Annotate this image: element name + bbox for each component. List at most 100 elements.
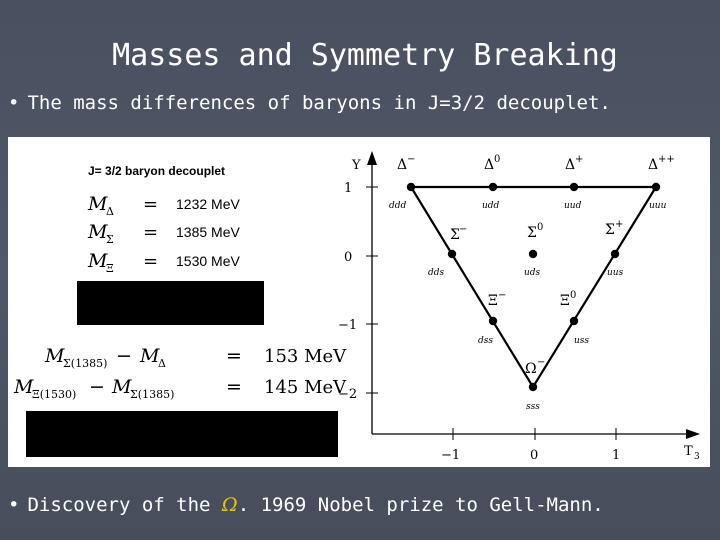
mass-row-xi: M Ξ = 1530 MeV	[87, 250, 240, 275]
quark-content: uuu	[649, 201, 667, 211]
bullet-omega-discovery: • Discovery of the Ω. 1969 Nobel prize to…	[8, 494, 604, 516]
particle-label-xi-minus: Ξ −	[488, 290, 506, 309]
particle-node-sigma-minus	[447, 249, 457, 259]
svg-text:Σ: Σ	[605, 222, 615, 238]
particle-node-delta-minus	[406, 182, 416, 192]
particle-label-delta-zero: Δ 0	[484, 154, 500, 173]
omega-symbol: Ω	[221, 494, 238, 516]
mass-value: 1530 MeV	[176, 253, 240, 269]
y-axis-label: Y	[351, 158, 361, 173]
svg-text:0: 0	[494, 154, 500, 165]
particle-label-delta-minus: Δ −	[397, 154, 415, 173]
svg-text:+: +	[575, 154, 583, 165]
t3-axis-subscript: 3	[694, 452, 700, 462]
redaction-box-lower	[26, 411, 338, 457]
diff-equals: =	[226, 345, 242, 367]
bullet-glyph: •	[8, 494, 20, 516]
diff-symbol-a: M	[13, 376, 34, 398]
svg-text:Σ: Σ	[450, 227, 460, 243]
t3-axis-label: T	[684, 444, 693, 459]
t3-axis-arrow	[686, 429, 700, 439]
svg-text:Δ: Δ	[484, 157, 494, 173]
mass-symbol: M	[87, 250, 108, 272]
mass-symbol: M	[87, 193, 108, 215]
y-tick-label: −1	[338, 318, 357, 333]
bullet-text-after: . 1969 Nobel prize to Gell-Mann.	[237, 494, 604, 516]
quark-content: uud	[564, 201, 582, 211]
svg-text:−: −	[498, 290, 506, 301]
quark-content: uus	[607, 268, 624, 278]
diff-minus: −	[89, 376, 105, 398]
particle-label-sigma-zero: Σ 0	[527, 222, 543, 241]
svg-text:Ξ: Ξ	[488, 293, 498, 309]
particle-node-sigma-plus	[610, 249, 620, 259]
svg-text:Δ: Δ	[648, 157, 658, 173]
diff-subscript-b: Δ	[158, 357, 166, 370]
diff-subscript-a: Σ(1385)	[63, 357, 107, 370]
y-tick-label: 1	[344, 181, 352, 196]
particle-label-sigma-plus: Σ +	[605, 219, 623, 238]
particle-node-delta-zero	[488, 182, 498, 192]
particle-node-omega-minus	[528, 382, 538, 392]
diff-subscript-a: Ξ(1530)	[32, 388, 76, 401]
diff-symbol-b: M	[139, 345, 160, 367]
quark-content: dss	[478, 336, 493, 346]
quark-content: uds	[524, 268, 541, 278]
bullet-mass-differences: • The mass differences of baryons in J=3/…	[8, 92, 611, 114]
particle-node-delta-plusplus	[651, 182, 661, 192]
particle-label-xi-zero: Ξ 0	[560, 290, 576, 309]
svg-text:+: +	[615, 219, 623, 230]
difference-row-2: M Ξ(1530) − M Σ(1385) = 145 MeV	[13, 376, 347, 401]
diff-symbol-b: M	[111, 376, 132, 398]
mass-equals: =	[143, 251, 158, 272]
diff-value: 153 MeV	[264, 346, 347, 367]
svg-text:++: ++	[658, 154, 675, 165]
mass-value: 1385 MeV	[176, 224, 240, 240]
diff-equals: =	[226, 376, 242, 398]
y-axis-arrow	[367, 151, 377, 165]
svg-text:0: 0	[570, 290, 576, 301]
particle-label-sigma-minus: Σ −	[450, 224, 467, 243]
svg-text:Δ: Δ	[397, 157, 407, 173]
svg-text:Δ: Δ	[565, 157, 575, 173]
decuplet-triangle	[409, 185, 658, 390]
mass-subscript: Ξ	[106, 262, 114, 275]
particle-node-delta-plus	[569, 182, 579, 192]
particle-label-omega-minus: Ω −	[525, 357, 545, 377]
svg-text:−: −	[407, 154, 415, 165]
particle-node-sigma-zero	[528, 249, 538, 259]
redaction-box-upper	[77, 281, 264, 325]
quark-content: sss	[526, 402, 540, 412]
diff-symbol-a: M	[44, 345, 65, 367]
slide-title: Masses and Symmetry Breaking	[112, 38, 618, 73]
mass-row-sigma: M Σ = 1385 MeV	[87, 221, 240, 246]
content-panel: J= 3/2 baryon decouplet M Δ = 1232 MeV M…	[8, 137, 710, 467]
decuplet-figure: J= 3/2 baryon decouplet M Δ = 1232 MeV M…	[13, 151, 700, 463]
quark-content: udd	[482, 201, 500, 211]
bullet-text-before: Discovery of the	[27, 494, 222, 516]
diff-subscript-b: Σ(1385)	[130, 388, 174, 401]
y-tick-label: −2	[338, 387, 357, 402]
y-tick-label: 0	[344, 250, 352, 265]
particle-node-xi-minus	[488, 316, 498, 326]
mass-equals: =	[143, 194, 158, 215]
difference-row-1: M Σ(1385) − M Δ = 153 MeV	[44, 345, 347, 370]
diff-minus: −	[116, 345, 132, 367]
diff-value: 145 MeV	[264, 377, 347, 398]
mass-equals: =	[143, 222, 158, 243]
x-tick-label: −1	[441, 448, 460, 463]
quark-content: uss	[574, 336, 589, 346]
mass-subscript: Δ	[106, 205, 114, 218]
mass-value: 1232 MeV	[176, 196, 240, 212]
mass-subscript: Σ	[106, 233, 114, 246]
svg-text:0: 0	[537, 222, 543, 233]
svg-text:Ω: Ω	[525, 361, 537, 377]
svg-text:−: −	[459, 224, 467, 235]
x-tick-label: 1	[612, 448, 620, 463]
x-tick-label: 0	[530, 448, 538, 463]
particle-label-delta-plus: Δ +	[565, 154, 583, 173]
particle-node-xi-zero	[569, 316, 579, 326]
svg-text:−: −	[537, 357, 545, 368]
mass-row-delta: M Δ = 1232 MeV	[87, 193, 240, 218]
particle-label-delta-plusplus: Δ ++	[648, 154, 675, 173]
